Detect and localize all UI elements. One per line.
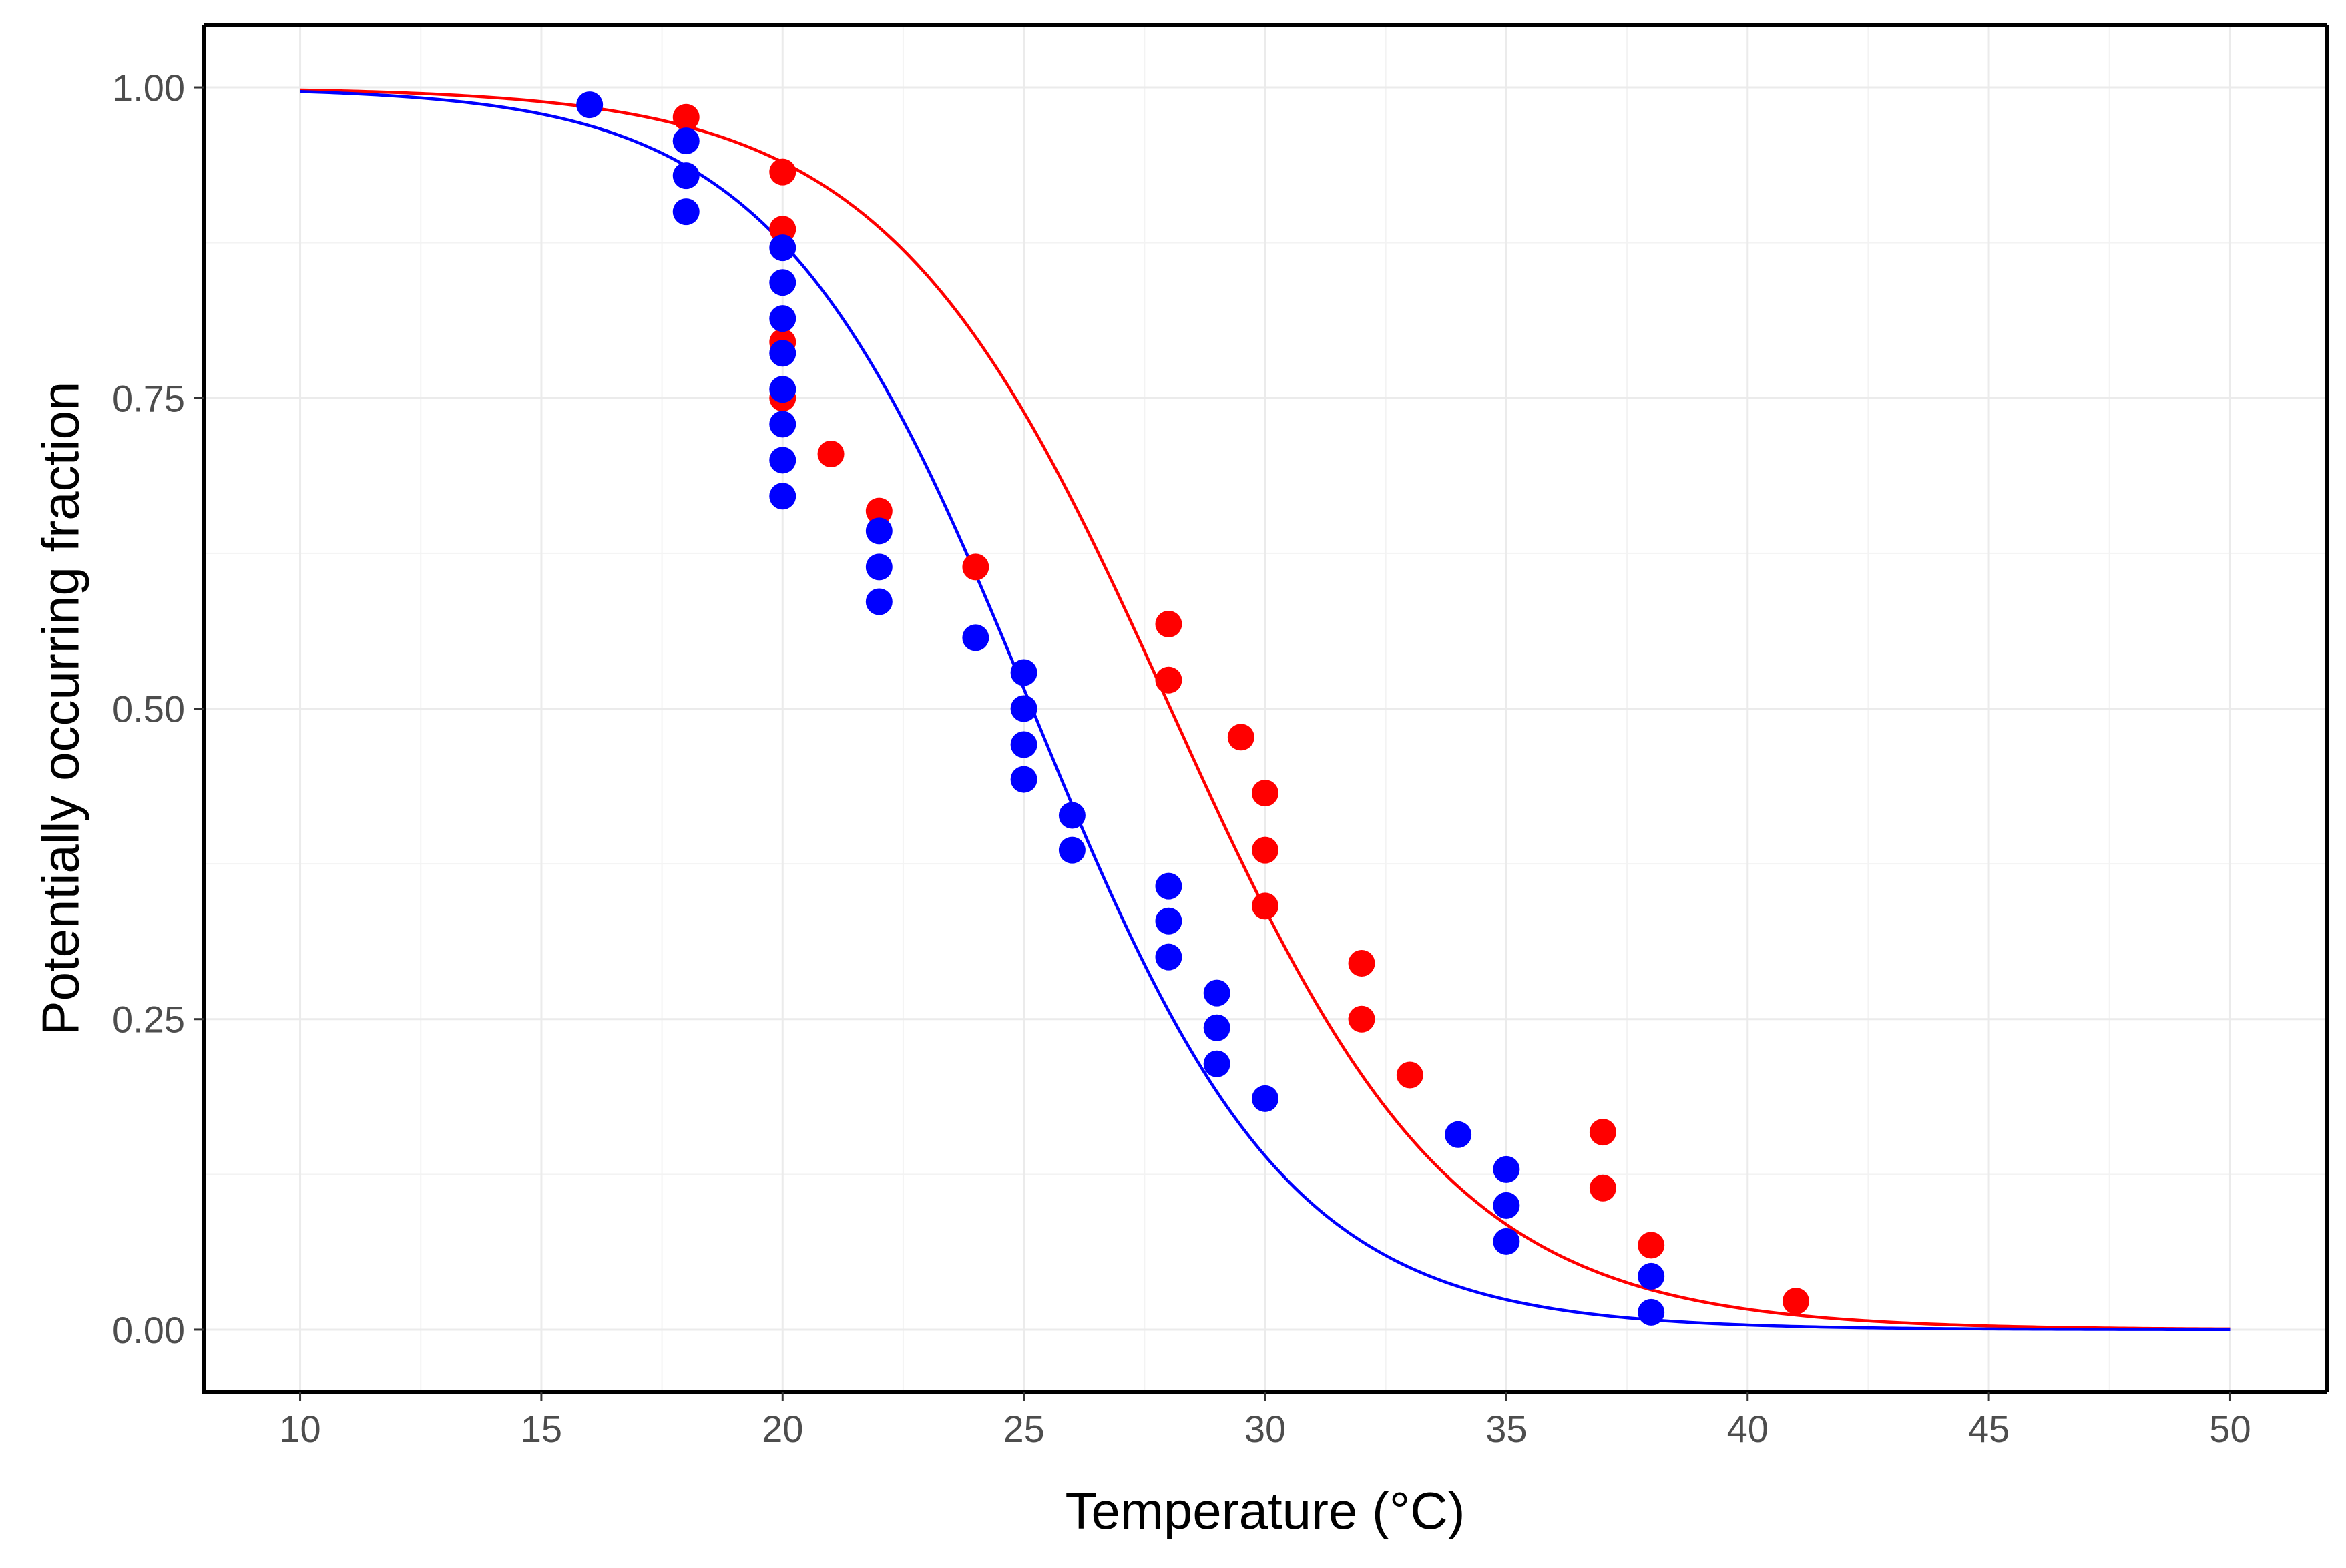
data-point-red bbox=[1396, 1061, 1423, 1089]
data-points bbox=[576, 91, 1809, 1326]
data-point-blue bbox=[1010, 731, 1037, 758]
data-point-blue bbox=[1252, 1085, 1278, 1112]
y-axis-title: Potentially occurring fraction bbox=[31, 382, 89, 1036]
data-point-blue bbox=[865, 517, 893, 545]
data-point-red bbox=[1155, 666, 1182, 694]
data-point-red bbox=[1227, 724, 1254, 751]
data-point-blue bbox=[1155, 943, 1182, 971]
data-point-blue bbox=[769, 305, 796, 332]
data-point-blue bbox=[865, 553, 893, 581]
data-point-blue bbox=[769, 447, 796, 474]
data-point-blue bbox=[1445, 1121, 1472, 1148]
data-point-blue bbox=[1058, 802, 1086, 829]
y-tick-label: 0.00 bbox=[112, 1309, 185, 1351]
data-point-blue bbox=[769, 411, 796, 438]
data-point-blue bbox=[1203, 1014, 1230, 1041]
data-point-blue bbox=[1155, 907, 1182, 935]
data-point-red bbox=[817, 441, 845, 468]
data-point-blue bbox=[1638, 1262, 1665, 1290]
data-point-red bbox=[769, 158, 796, 186]
data-point-blue bbox=[672, 127, 700, 155]
data-point-blue bbox=[962, 624, 989, 651]
data-point-red bbox=[1252, 780, 1278, 807]
data-point-blue bbox=[769, 483, 796, 510]
y-tick-label: 1.00 bbox=[112, 67, 185, 109]
x-tick-label: 30 bbox=[1244, 1408, 1286, 1450]
data-point-blue bbox=[1203, 1050, 1230, 1077]
x-tick-label: 40 bbox=[1727, 1408, 1769, 1450]
x-tick-label: 15 bbox=[521, 1408, 562, 1450]
data-point-blue bbox=[1058, 836, 1086, 864]
data-point-blue bbox=[769, 269, 796, 296]
data-point-red bbox=[1348, 1005, 1375, 1033]
data-point-blue bbox=[769, 234, 796, 262]
data-point-blue bbox=[672, 162, 700, 190]
data-point-blue bbox=[1203, 979, 1230, 1007]
x-tick-label: 25 bbox=[1003, 1408, 1044, 1450]
data-point-red bbox=[1783, 1288, 1809, 1315]
data-point-red bbox=[1638, 1232, 1665, 1259]
data-point-blue bbox=[769, 376, 796, 403]
data-point-red bbox=[1252, 836, 1278, 864]
data-point-blue bbox=[1493, 1228, 1520, 1255]
y-tick-label: 0.75 bbox=[112, 377, 185, 419]
data-point-blue bbox=[1155, 872, 1182, 900]
x-axis-title: Temperature (°C) bbox=[1065, 1481, 1465, 1540]
data-point-red bbox=[1589, 1174, 1616, 1202]
grid bbox=[204, 25, 2327, 1392]
x-tick-label: 10 bbox=[279, 1408, 320, 1450]
data-point-red bbox=[1155, 610, 1182, 637]
x-tick-label: 35 bbox=[1485, 1408, 1527, 1450]
y-tick-label: 0.25 bbox=[112, 999, 185, 1041]
fit-curve-blue bbox=[300, 89, 2231, 1332]
x-tick-label: 20 bbox=[762, 1408, 803, 1450]
data-point-red bbox=[769, 216, 796, 243]
data-point-red bbox=[1252, 892, 1278, 920]
data-point-blue bbox=[1010, 695, 1037, 722]
data-point-blue bbox=[672, 198, 700, 226]
data-point-blue bbox=[1493, 1155, 1520, 1183]
data-point-red bbox=[672, 103, 700, 131]
x-tick-label: 45 bbox=[1968, 1408, 2010, 1450]
data-point-blue bbox=[865, 588, 893, 615]
tick-labels: 10 15 20 25 30 35 40 45 50 0.00 0.25 0.50 0.75 1.00 bbox=[112, 67, 2251, 1450]
data-point-blue bbox=[769, 340, 796, 367]
data-point-blue bbox=[1010, 659, 1037, 686]
data-point-blue bbox=[576, 91, 604, 119]
x-tick-label: 50 bbox=[2209, 1408, 2251, 1450]
data-point-red bbox=[1589, 1119, 1616, 1146]
data-point-red bbox=[865, 497, 893, 525]
data-point-blue bbox=[1010, 766, 1037, 793]
data-point-blue bbox=[1493, 1192, 1520, 1219]
data-point-blue bbox=[1638, 1298, 1665, 1326]
data-point-red bbox=[1348, 949, 1375, 977]
data-point-red bbox=[962, 553, 989, 581]
y-tick-label: 0.50 bbox=[112, 688, 185, 730]
